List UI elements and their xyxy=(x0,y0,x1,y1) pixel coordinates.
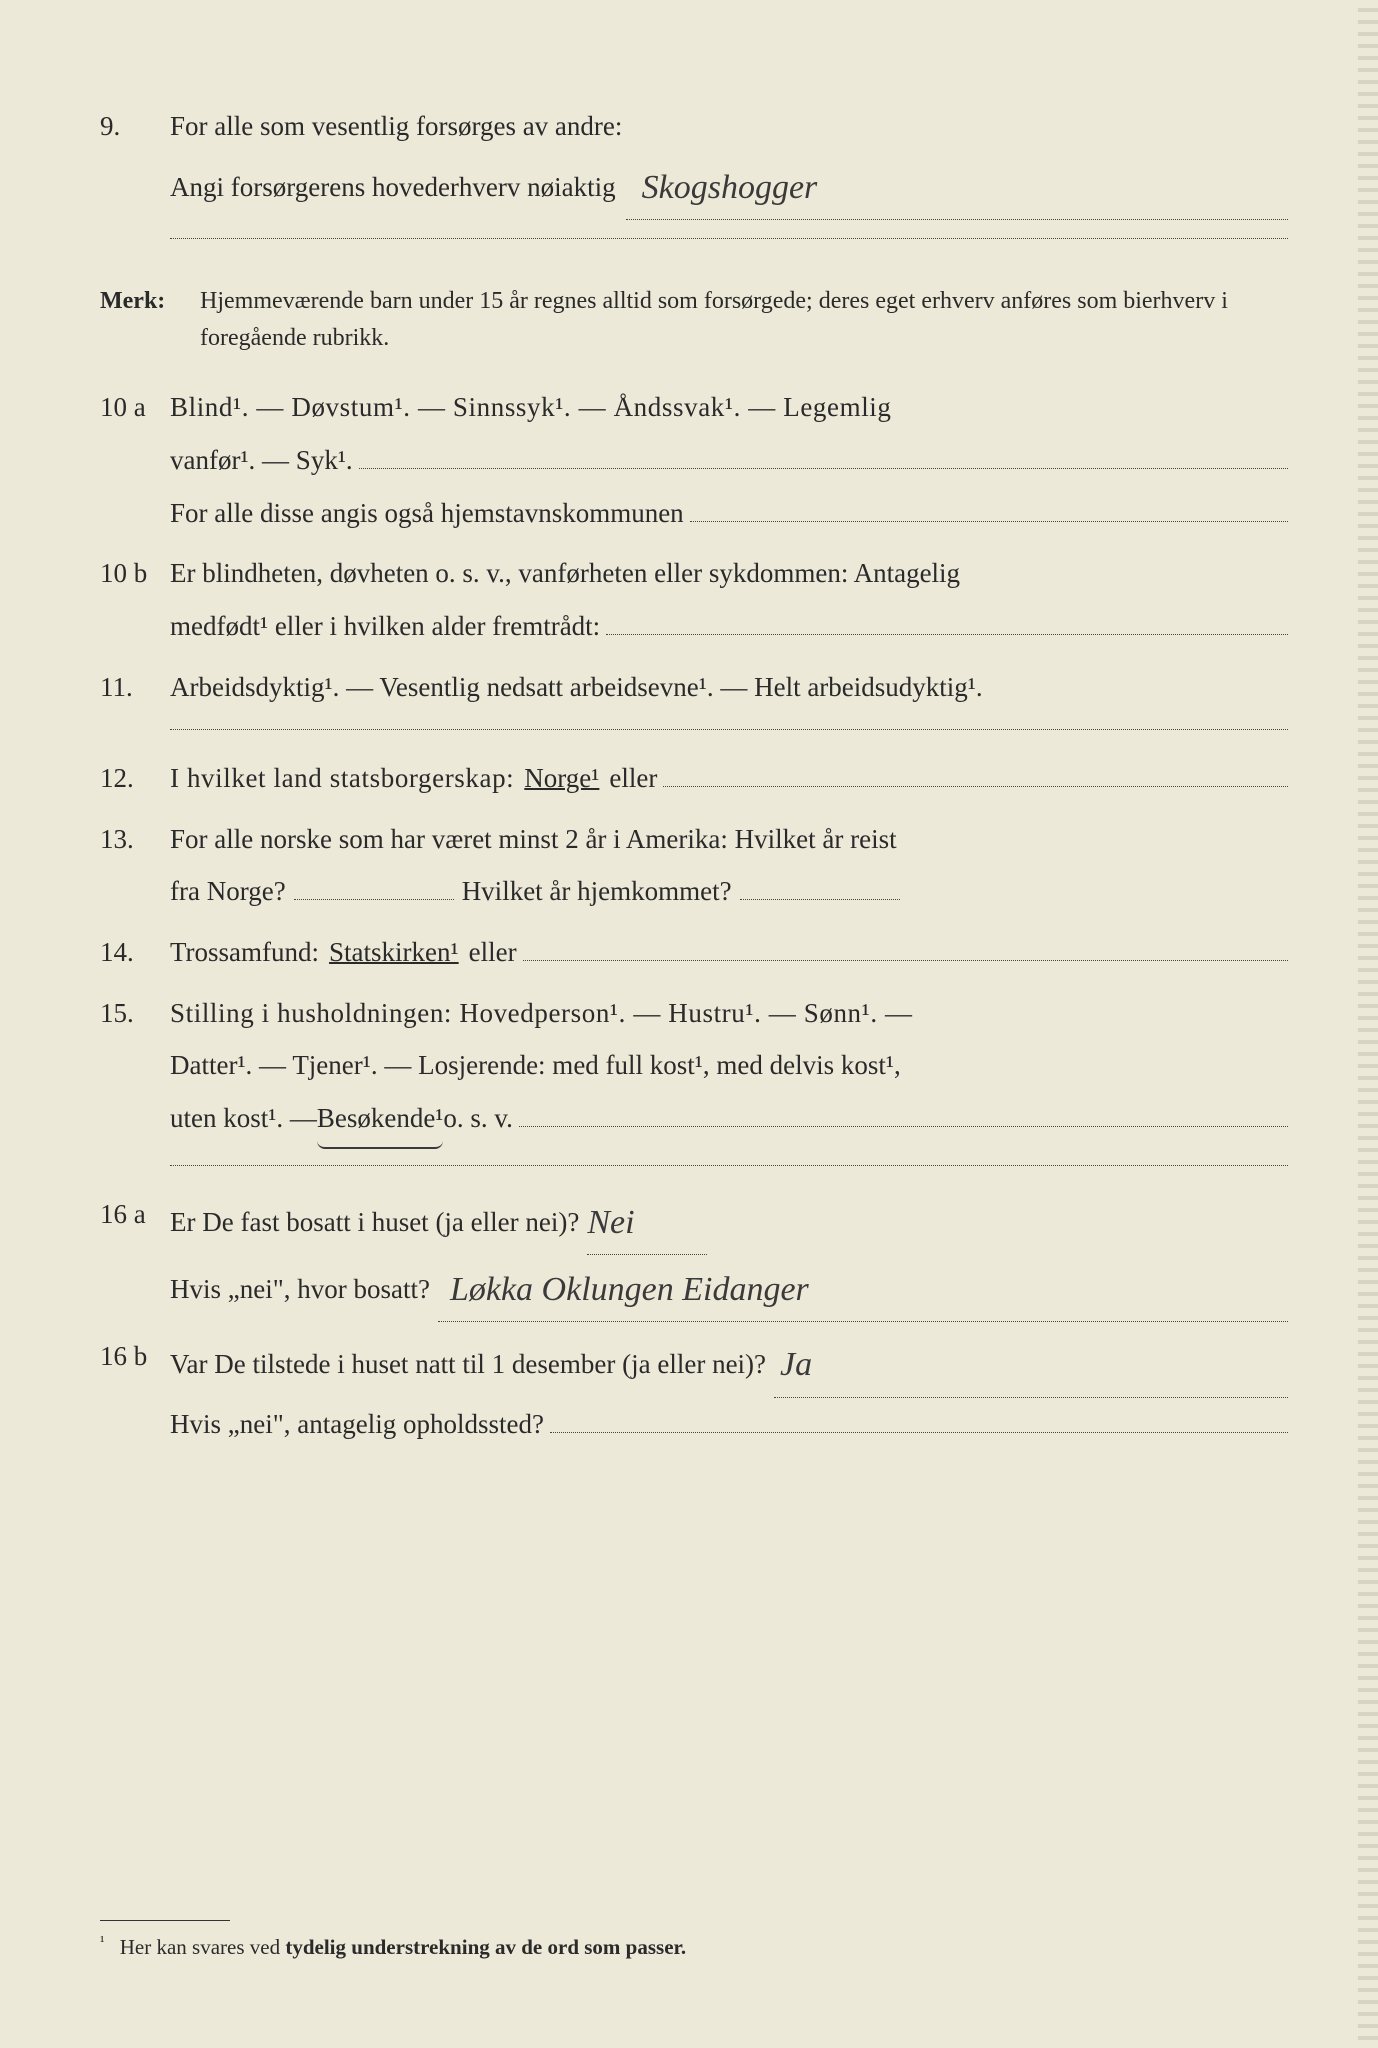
fill[interactable] xyxy=(550,1432,1288,1433)
q10b-line1: Er blindheten, døvheten o. s. v., vanfør… xyxy=(170,547,1288,600)
q11-number: 11. xyxy=(100,661,170,714)
q15-3a: uten kost¹. — xyxy=(170,1092,317,1145)
q16b-ans1-line[interactable]: Ja xyxy=(774,1330,1288,1397)
q10b-content: Er blindheten, døvheten o. s. v., vanfør… xyxy=(170,547,1288,652)
q16a-ans1: Nei xyxy=(587,1204,634,1241)
q14-b: Statskirken¹ xyxy=(329,926,459,979)
q16a-content: Er De fast bosatt i huset (ja eller nei)… xyxy=(170,1188,1288,1323)
q11-text: Arbeidsdyktig¹. — Vesentlig nedsatt arbe… xyxy=(170,661,1288,714)
divider xyxy=(170,1165,1288,1166)
q15-3c: o. s. v. xyxy=(443,1092,513,1145)
q9-line1: For alle som vesentlig forsørges av andr… xyxy=(170,100,1288,153)
q15-line3: uten kost¹. — Besøkende¹ o. s. v. xyxy=(170,1092,1288,1149)
q12-number: 12. xyxy=(100,752,170,805)
q11: 11. Arbeidsdyktig¹. — Vesentlig nedsatt … xyxy=(100,661,1288,714)
blank-line xyxy=(170,238,1288,239)
q9-prompt: Angi forsørgerens hovederhverv nøiaktig xyxy=(170,161,616,214)
fill[interactable] xyxy=(523,960,1288,961)
q9-content: For alle som vesentlig forsørges av andr… xyxy=(170,100,1288,253)
q15-besokende: Besøkende¹ xyxy=(317,1092,444,1149)
q10a-line1: Blind¹. — Døvstum¹. — Sinnssyk¹. — Åndss… xyxy=(170,381,1288,434)
q14-content: Trossamfund: Statskirken¹ eller xyxy=(170,926,1288,979)
q9: 9. For alle som vesentlig forsørges av a… xyxy=(100,100,1288,253)
q15-number: 15. xyxy=(100,987,170,1149)
q16a-line2: Hvis „nei", hvor bosatt? Løkka Oklungen … xyxy=(170,1255,1288,1322)
q15-content: Stilling i husholdningen: Hovedperson¹. … xyxy=(170,987,1288,1149)
q16a: 16 a Er De fast bosatt i huset (ja eller… xyxy=(100,1188,1288,1323)
q13-line2: fra Norge? Hvilket år hjemkommet? xyxy=(170,865,1288,918)
q16b: 16 b Var De tilstede i huset natt til 1 … xyxy=(100,1330,1288,1450)
footnote-marker: ¹ xyxy=(100,1934,105,1950)
fill[interactable] xyxy=(690,521,1288,522)
q10a: 10 a Blind¹. — Døvstum¹. — Sinnssyk¹. — … xyxy=(100,381,1288,539)
q10a-prompt: For alle disse angis også hjemstavnskomm… xyxy=(170,487,684,540)
q9-line2: Angi forsørgerens hovederhverv nøiaktig … xyxy=(170,153,1288,220)
q14-a: Trossamfund: xyxy=(170,926,319,979)
q16a-line1: Er De fast bosatt i huset (ja eller nei)… xyxy=(170,1188,1288,1255)
q12-content: I hvilket land statsborgerskap: Norge¹ e… xyxy=(170,752,1288,805)
merk-label: Merk: xyxy=(100,283,200,357)
divider xyxy=(170,729,1288,730)
q12-a: I hvilket land statsborgerskap: xyxy=(170,752,514,805)
q13: 13. For alle norske som har været minst … xyxy=(100,813,1288,918)
q13-b: Hvilket år hjemkommet? xyxy=(462,865,732,918)
q16b-number: 16 b xyxy=(100,1330,170,1450)
q12-c: eller xyxy=(609,752,657,805)
q10a-content: Blind¹. — Døvstum¹. — Sinnssyk¹. — Åndss… xyxy=(170,381,1288,539)
q15: 15. Stilling i husholdningen: Hovedperso… xyxy=(100,987,1288,1149)
q16a-prompt2: Hvis „nei", hvor bosatt? xyxy=(170,1263,430,1316)
fill[interactable] xyxy=(519,1126,1288,1127)
q14-number: 14. xyxy=(100,926,170,979)
q12-norge: Norge¹ xyxy=(524,752,599,805)
q10a-number: 10 a xyxy=(100,381,170,539)
footnote-text: Her kan svares ved tydelig understreknin… xyxy=(120,1935,686,1959)
q15-line2: Datter¹. — Tjener¹. — Losjerende: med fu… xyxy=(170,1039,1288,1092)
q13-line1: For alle norske som har været minst 2 år… xyxy=(170,813,1288,866)
q9-answer: Skogshogger xyxy=(642,169,818,206)
q14-c: eller xyxy=(469,926,517,979)
q16b-line2: Hvis „nei", antagelig opholdssted? xyxy=(170,1398,1288,1451)
q10b-prompt: medfødt¹ eller i hvilken alder fremtrådt… xyxy=(170,600,600,653)
q16a-prompt1: Er De fast bosatt i huset (ja eller nei)… xyxy=(170,1196,579,1249)
q16b-prompt1: Var De tilstede i huset natt til 1 desem… xyxy=(170,1338,766,1391)
q10a-line3: For alle disse angis også hjemstavnskomm… xyxy=(170,487,1288,540)
q16a-ans1-line[interactable]: Nei xyxy=(587,1188,707,1255)
q10b-line2: medfødt¹ eller i hvilken alder fremtrådt… xyxy=(170,600,1288,653)
q9-answer-line[interactable]: Skogshogger xyxy=(626,153,1288,220)
merk-text: Hjemmeværende barn under 15 år regnes al… xyxy=(200,283,1288,357)
q15-line1: Stilling i husholdningen: Hovedperson¹. … xyxy=(170,987,1288,1040)
q13-content: For alle norske som har været minst 2 år… xyxy=(170,813,1288,918)
fill[interactable] xyxy=(740,899,900,900)
q10a-opts: vanfør¹. — Syk¹. xyxy=(170,434,353,487)
q16b-prompt2: Hvis „nei", antagelig opholdssted? xyxy=(170,1398,544,1451)
q16a-number: 16 a xyxy=(100,1188,170,1323)
q14: 14. Trossamfund: Statskirken¹ eller xyxy=(100,926,1288,979)
q9-number: 9. xyxy=(100,100,170,253)
fill[interactable] xyxy=(359,468,1288,469)
q16a-ans2: Løkka Oklungen Eidanger xyxy=(450,1271,809,1308)
q16b-line1: Var De tilstede i huset natt til 1 desem… xyxy=(170,1330,1288,1397)
q13-a: fra Norge? xyxy=(170,865,286,918)
form-page: 9. For alle som vesentlig forsørges av a… xyxy=(0,0,1378,2048)
q12: 12. I hvilket land statsborgerskap: Norg… xyxy=(100,752,1288,805)
q10a-line2: vanfør¹. — Syk¹. xyxy=(170,434,1288,487)
q16a-ans2-line[interactable]: Løkka Oklungen Eidanger xyxy=(438,1255,1288,1322)
q16b-content: Var De tilstede i huset natt til 1 desem… xyxy=(170,1330,1288,1450)
fill[interactable] xyxy=(663,786,1288,787)
fill[interactable] xyxy=(294,899,454,900)
q10b-number: 10 b xyxy=(100,547,170,652)
q13-number: 13. xyxy=(100,813,170,918)
merk-note: Merk: Hjemmeværende barn under 15 år reg… xyxy=(100,283,1288,357)
footnote: ¹ Her kan svares ved tydelig understrekn… xyxy=(100,1920,686,1968)
fill[interactable] xyxy=(606,634,1288,635)
q16b-ans1: Ja xyxy=(780,1346,812,1383)
footnote-rule xyxy=(100,1920,230,1921)
q10b: 10 b Er blindheten, døvheten o. s. v., v… xyxy=(100,547,1288,652)
